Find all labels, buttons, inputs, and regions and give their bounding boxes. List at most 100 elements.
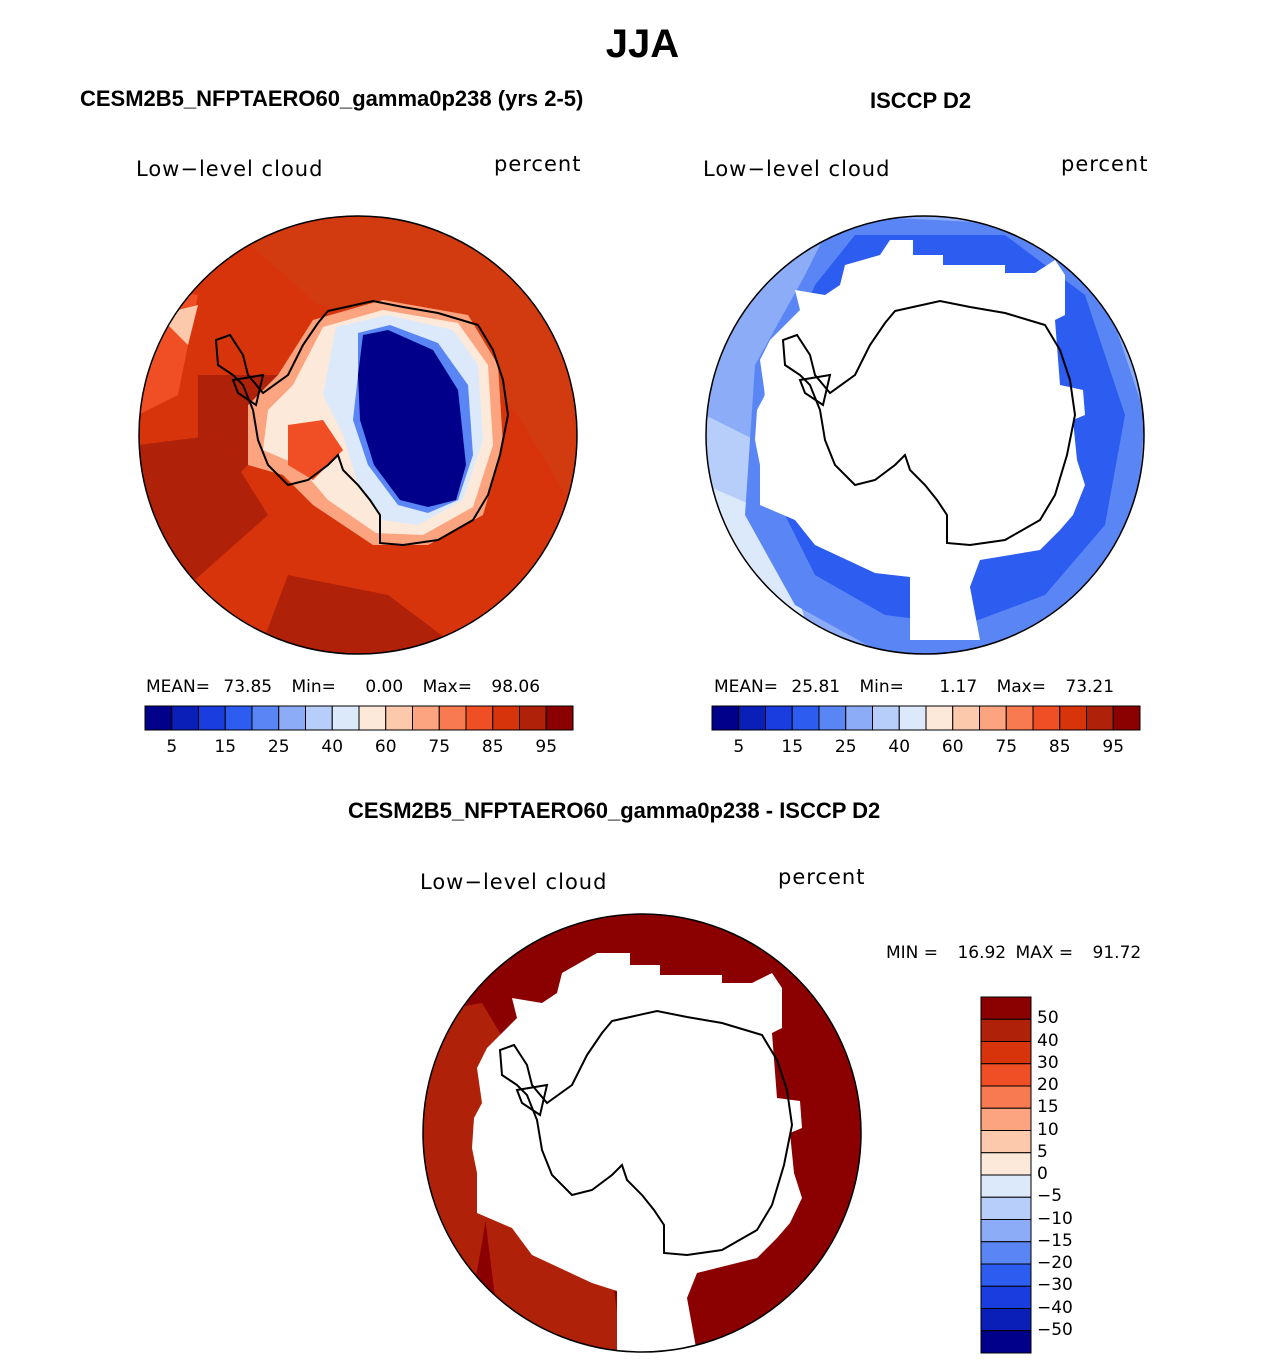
colorbar-swatch (519, 705, 547, 731)
max-value: 73.21 (1065, 677, 1115, 697)
colorbar-swatch (171, 705, 199, 731)
min-label: Min= (859, 677, 904, 697)
colorbar-swatch (738, 705, 766, 731)
colorbar-tick-label: 40 (888, 737, 911, 757)
polar-map-diff (422, 913, 862, 1353)
colorbar-tick-label: 10 (1037, 1119, 1059, 1140)
colorbar-tick-label: −10 (1037, 1208, 1073, 1229)
colorbar-tick-label: 30 (1037, 1052, 1059, 1073)
colorbar-swatch (1032, 705, 1061, 731)
colorbar-swatch (438, 705, 467, 731)
colorbar-swatch (872, 705, 900, 731)
colorbar-tick-label: 25 (834, 737, 857, 757)
colorbar-tick-label: 15 (781, 737, 804, 757)
colorbar-tick-label: 0 (1037, 1164, 1048, 1184)
colorbar-swatch (818, 705, 847, 731)
max-label: Max= (996, 677, 1046, 697)
colorbar-swatch (980, 1263, 1032, 1287)
max-value: 91.72 (1092, 943, 1142, 963)
colorbar-tick-label: −20 (1037, 1253, 1073, 1273)
map-field-region (288, 420, 343, 480)
units-label-obs: percent (1061, 152, 1149, 176)
colorbar-swatch (980, 1085, 1032, 1109)
colorbar-swatch (980, 1285, 1032, 1309)
colorbar-swatch (251, 705, 280, 731)
mean-value: 73.85 (223, 677, 273, 697)
colorbar-tick-label: 5 (1037, 1141, 1048, 1162)
colorbar-swatch (224, 705, 253, 731)
colorbar-swatch (925, 705, 954, 731)
colorbar-swatch (545, 705, 574, 731)
colorbar-model (144, 705, 574, 731)
colorbar-tick-label: 85 (1048, 737, 1071, 757)
colorbar-swatch (980, 1219, 1032, 1243)
colorbar-swatch (412, 705, 440, 731)
colorbar-tick-label: 15 (1037, 1097, 1059, 1118)
panel-title-model: CESM2B5_NFPTAERO60_gamma0p238 (yrs 2-5) (80, 86, 584, 111)
colorbar-tick-label: 95 (535, 737, 558, 757)
max-label: Max= (422, 677, 472, 697)
colorbar-swatch (1005, 705, 1034, 731)
max-value: 98.06 (491, 677, 541, 697)
colorbar-swatch (980, 1041, 1032, 1065)
min-value: 0.00 (365, 677, 404, 697)
colorbar-tick-label: 75 (995, 737, 1018, 757)
antarctica-coastline (214, 299, 510, 547)
colorbar-swatch (198, 705, 226, 731)
colorbar-tick-label: 5 (166, 737, 178, 757)
colorbar-tick-label: 40 (321, 737, 344, 757)
colorbar-tick-label: 75 (428, 737, 451, 757)
colorbar-swatch (952, 705, 980, 731)
colorbar-tick-label: 20 (1037, 1075, 1059, 1095)
colorbar-swatch (898, 705, 927, 731)
colorbar-swatch (711, 705, 740, 731)
colorbar-swatch (385, 705, 413, 731)
map-boundary (705, 215, 1145, 655)
colorbar-swatch (845, 705, 873, 731)
ross-ice-shelf-outline (515, 1083, 549, 1117)
colorbar-swatch (980, 1152, 1032, 1176)
panel-title-diff: CESM2B5_NFPTAERO60_gamma0p238 - ISCCP D2 (348, 798, 881, 823)
colorbar-swatch (980, 1130, 1032, 1154)
colorbar-swatch (980, 1018, 1032, 1042)
variable-label-obs: Low−level cloud (703, 157, 891, 181)
colorbar-tick-label: 25 (267, 737, 290, 757)
colorbar-tick-label: 60 (374, 737, 397, 757)
colorbar-swatch (980, 1063, 1032, 1087)
polar-map-obs (705, 215, 1145, 655)
colorbar-swatch (1112, 705, 1141, 731)
colorbar-swatch (980, 1241, 1032, 1265)
colorbar-tick-label: 85 (481, 737, 504, 757)
map-field-region (358, 330, 466, 507)
stats-obs: MEAN= 25.81 Min= 1.17 Max= 73.21 (714, 677, 1114, 697)
colorbar-tick-label: 50 (1037, 1008, 1059, 1029)
mean-label: MEAN= (146, 677, 210, 697)
colorbar-tick-label: −30 (1037, 1275, 1073, 1296)
min-value: 16.92 (957, 943, 1007, 963)
map-field-region (258, 575, 468, 654)
colorbar-swatch (980, 1107, 1032, 1131)
panel-title-obs: ISCCP D2 (870, 88, 972, 113)
colorbar-swatch (278, 705, 306, 731)
antarctica-coastline (498, 1009, 794, 1257)
colorbar-obs (711, 705, 1141, 731)
map-boundary (422, 913, 862, 1353)
colorbar-swatch (144, 705, 173, 731)
ross-ice-shelf-outline (231, 373, 265, 407)
missing-data-mask (472, 953, 802, 1352)
colorbar-diff (980, 996, 1032, 1354)
min-value: 1.17 (939, 677, 978, 697)
colorbar-swatch (492, 705, 520, 731)
max-label: MAX = (1015, 943, 1074, 963)
colorbar-swatch (358, 705, 387, 731)
colorbar-swatch (980, 1196, 1032, 1220)
units-label-model: percent (494, 152, 582, 176)
colorbar-swatch (980, 1308, 1032, 1332)
colorbar-tick-label: 40 (1037, 1030, 1059, 1051)
colorbar-swatch (1059, 705, 1087, 731)
figure-title: JJA (605, 22, 680, 66)
colorbar-swatch (980, 996, 1032, 1020)
ross-ice-shelf-outline (798, 373, 832, 407)
mean-label: MEAN= (714, 677, 778, 697)
colorbar-tick-label: −5 (1037, 1186, 1063, 1207)
